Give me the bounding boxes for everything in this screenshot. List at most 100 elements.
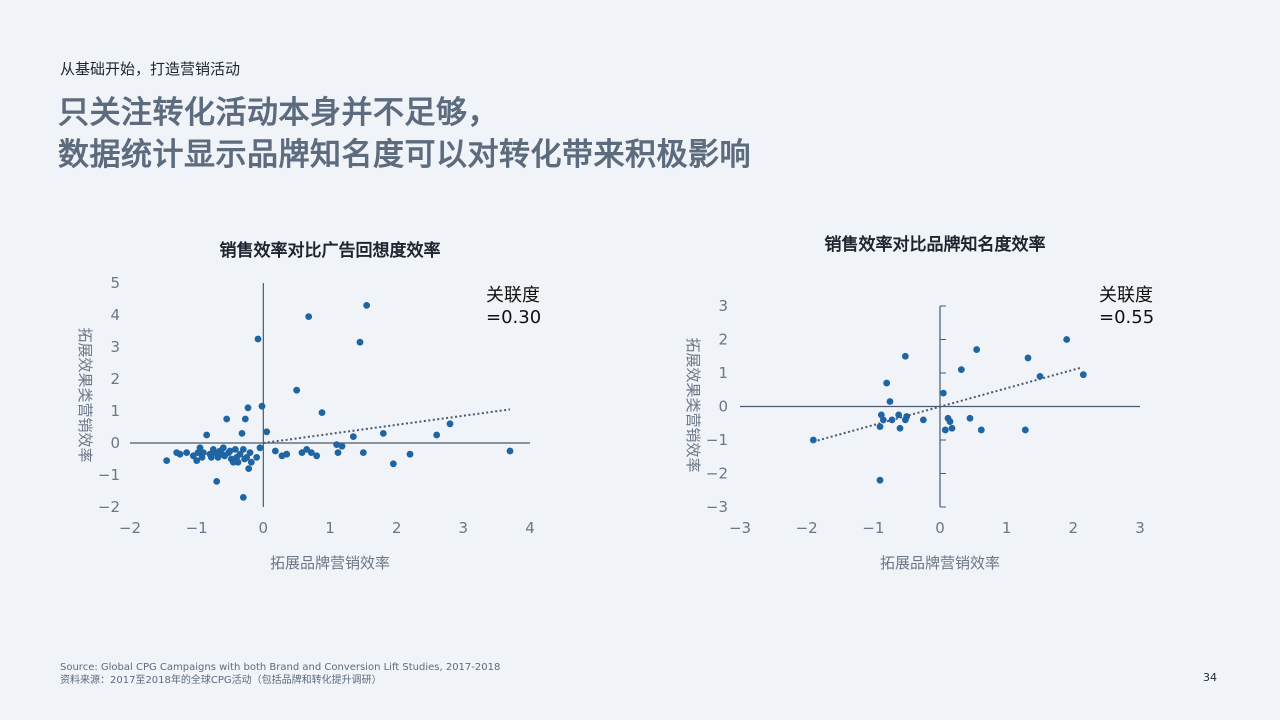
left-data-point [446, 420, 454, 428]
left-data-point [254, 335, 262, 343]
left-data-point [246, 449, 254, 456]
left-data-point [199, 449, 207, 456]
left-data-point [245, 465, 253, 472]
left-data-point [163, 457, 171, 464]
left-data-point [193, 457, 201, 464]
left-y-tick-label: 4 [110, 306, 120, 324]
right-data-point [903, 413, 911, 420]
right-correlation-value: =0.55 [1099, 307, 1155, 328]
left-correlation-label: 关联度 [486, 285, 540, 306]
left-data-point [338, 442, 346, 450]
right-data-point [948, 424, 956, 432]
footer-source: Source: Global CPG Campaigns with both B… [60, 661, 500, 687]
left-data-point [307, 449, 315, 456]
left-y-tick-label: −1 [98, 466, 120, 484]
left-y-tick-label: 0 [110, 434, 120, 452]
left-x-tick-label: 1 [325, 519, 335, 537]
left-data-point [226, 447, 234, 455]
right-data-point [977, 426, 985, 434]
right-data-point [973, 346, 981, 353]
left-data-point [238, 430, 246, 437]
left-data-point [271, 447, 279, 455]
right-y-tick-label: 2 [718, 331, 728, 349]
left-data-point [406, 450, 414, 458]
left-data-point [247, 458, 255, 466]
right-data-point [809, 436, 817, 444]
right-y-tick-label: −3 [706, 498, 728, 516]
right-data-point [946, 418, 954, 425]
right-data-point [1079, 371, 1087, 379]
headline-line-1: 只关注转化活动本身并不足够， [58, 95, 499, 131]
right-data-point [888, 416, 896, 424]
eyebrow-text: 从基础开始，打造营销活动 [60, 60, 241, 78]
left-data-point [239, 446, 247, 453]
left-data-point [305, 313, 313, 320]
right-data-point [883, 379, 891, 387]
left-data-point [229, 458, 237, 466]
left-x-tick-label: 4 [525, 519, 535, 537]
left-data-point [433, 431, 441, 439]
right-data-point [886, 398, 894, 405]
right-data-point [1036, 372, 1044, 380]
left-data-point [389, 460, 397, 468]
left-data-point [256, 444, 264, 452]
left-data-point [363, 302, 371, 309]
right-data-point [901, 352, 909, 360]
left-data-point [243, 454, 251, 461]
left-data-point [176, 450, 184, 458]
left-data-point [219, 444, 227, 452]
right-x-tick-label: −3 [729, 519, 751, 537]
left-data-point [196, 444, 204, 452]
left-x-tick-label: −2 [119, 519, 141, 537]
source-cn: 资料来源：2017至2018年的全球CPG活动（包括品牌和转化提升调研） [60, 675, 382, 686]
left-data-point [244, 404, 252, 412]
left-x-tick-label: −1 [186, 519, 208, 537]
right-data-point [939, 389, 947, 397]
left-data-point [231, 446, 239, 453]
left-x-axis-label: 拓展品牌营销效率 [270, 554, 390, 572]
left-data-point [183, 449, 191, 456]
left-data-point [263, 428, 271, 436]
left-data-point [333, 441, 341, 448]
left-data-point [318, 409, 326, 416]
left-data-point [283, 450, 291, 458]
left-chart-title: 销售效率对比广告回想度效率 [219, 241, 441, 261]
left-y-tick-label: 5 [110, 274, 120, 292]
right-data-point [879, 416, 887, 424]
right-correlation-annotation: 关联度 =0.55 [1099, 285, 1154, 329]
right-x-tick-label: −1 [862, 519, 884, 537]
right-data-point [919, 416, 927, 424]
right-data-point [966, 414, 974, 422]
right-y-tick-label: 1 [718, 364, 728, 382]
left-y-tick-label: 1 [110, 402, 120, 420]
left-x-tick-label: 3 [459, 519, 469, 537]
right-data-point [1024, 354, 1032, 362]
left-data-point [349, 433, 357, 440]
left-data-point [258, 402, 266, 410]
headline-line-2: 数据统计显示品牌知名度可以对转化带来积极影响 [58, 137, 751, 173]
right-y-axis-label: 拓展效果类营销效率 [684, 337, 702, 472]
left-data-point [379, 430, 387, 437]
right-x-tick-label: 0 [935, 519, 945, 537]
right-data-point [1021, 426, 1029, 434]
right-x-tick-label: −2 [796, 519, 818, 537]
left-y-tick-label: 3 [110, 338, 120, 356]
left-data-point [207, 454, 215, 461]
right-y-tick-label: 0 [718, 398, 728, 416]
right-correlation-label: 关联度 [1099, 285, 1153, 306]
left-correlation-value: =0.30 [486, 307, 542, 328]
page-headline: 只关注转化活动本身并不足够， 数据统计显示品牌知名度可以对转化带来积极影响 [58, 92, 751, 176]
right-data-point [895, 411, 903, 419]
right-trendline [813, 367, 1081, 443]
right-x-tick-label: 1 [1002, 519, 1012, 537]
left-x-tick-label: 0 [259, 519, 269, 537]
left-data-point [334, 449, 342, 456]
right-y-tick-label: 3 [718, 297, 728, 315]
right-x-axis-label: 拓展品牌营销效率 [880, 554, 1000, 572]
left-data-point [253, 454, 261, 461]
right-data-point [896, 424, 904, 432]
right-x-tick-label: 2 [1069, 519, 1079, 537]
left-x-tick-label: 2 [392, 519, 402, 537]
left-data-point [236, 450, 244, 458]
